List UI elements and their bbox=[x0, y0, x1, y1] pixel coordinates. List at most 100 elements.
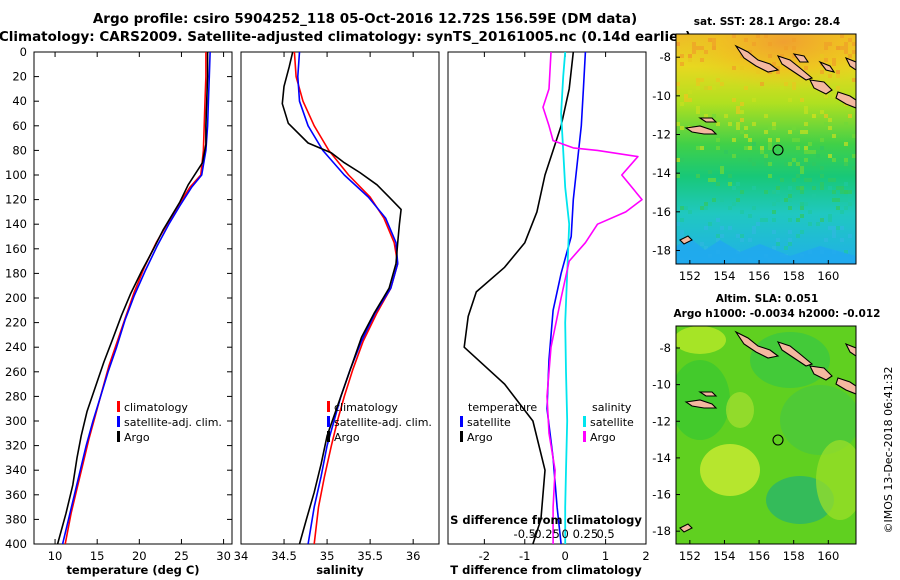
x-tick-label: 36 bbox=[406, 549, 421, 563]
legend-marker-argo bbox=[327, 431, 330, 442]
legend-marker-argo bbox=[117, 431, 120, 442]
depth-tick-label: 260 bbox=[5, 365, 27, 379]
lat-tick-label: -10 bbox=[652, 378, 671, 392]
sla-profile-location-marker bbox=[772, 434, 784, 446]
depth-tick-label: 200 bbox=[5, 291, 27, 305]
x-tick-label: -2 bbox=[479, 549, 490, 563]
legend-label-climatology: climatology bbox=[334, 401, 398, 414]
lat-tick-label: -8 bbox=[660, 341, 671, 355]
sla-map-islands bbox=[679, 330, 856, 533]
sst-map-panel: sat. SST: 28.1 Argo: 28.4 -8 -10 -12 -14 -16… bbox=[652, 16, 857, 283]
legend-marker-t-argo bbox=[460, 431, 463, 442]
lon-tick-label: 158 bbox=[783, 269, 805, 283]
sst-map-title: sat. SST: 28.1 Argo: 28.4 bbox=[694, 16, 840, 28]
temperature-panel: 0204060801001201401601802002202402602803… bbox=[5, 45, 646, 577]
x-tick-label: 15 bbox=[90, 549, 105, 563]
sla-map-panel: Altim. SLA: 0.051 Argo h1000: -0.0034 h2… bbox=[652, 293, 880, 563]
legend-marker-t-satellite bbox=[460, 416, 463, 427]
lon-tick-label: 152 bbox=[679, 269, 701, 283]
series-line-climatology bbox=[64, 52, 207, 544]
sst-map-image bbox=[676, 34, 856, 264]
legend-label-s-argo: Argo bbox=[590, 431, 616, 444]
sla-map-lat-axis: -8 -10 -12 -14 -16 -18 bbox=[652, 341, 680, 538]
legend-label-argo: Argo bbox=[334, 431, 360, 444]
x-tick-label: 35 bbox=[320, 549, 335, 563]
depth-tick-label: 400 bbox=[5, 537, 27, 551]
depth-tick-label: 320 bbox=[5, 439, 27, 453]
imos-credit: ©IMOS 13-Dec-2018 06:41:32 bbox=[882, 367, 895, 534]
legend-marker-s-satellite bbox=[583, 416, 586, 427]
s-diff-tick-label: 0.5 bbox=[596, 527, 614, 541]
depth-tick-label: 280 bbox=[5, 389, 27, 403]
lat-tick-label: -14 bbox=[652, 166, 671, 180]
lon-tick-label: 156 bbox=[748, 269, 770, 283]
x-tick-label: 30 bbox=[216, 549, 231, 563]
depth-tick-label: 360 bbox=[5, 488, 27, 502]
s-diff-tick-label: 0.25 bbox=[573, 527, 599, 541]
x-tick-label: 20 bbox=[132, 549, 147, 563]
legend-header-temperature: temperature bbox=[468, 401, 537, 414]
x-tick-label: 35.5 bbox=[357, 549, 383, 563]
temperature-series bbox=[56, 52, 211, 544]
lon-tick-label: 156 bbox=[748, 549, 770, 563]
legend-label-s-satellite: satellite bbox=[590, 416, 634, 429]
depth-tick-label: 220 bbox=[5, 316, 27, 330]
depth-tick-label: 180 bbox=[5, 266, 27, 280]
salinity-difference-ticks: -0.5-0.25 0 0.250.5 bbox=[514, 527, 615, 541]
lat-tick-label: -12 bbox=[652, 414, 671, 428]
difference-legend: temperature satellite Argo salinity sate… bbox=[460, 401, 634, 444]
temperature-xlabel: temperature (deg C) bbox=[66, 563, 199, 577]
x-tick-label: 10 bbox=[48, 549, 63, 563]
figure-title-line2: Climatology: CARS2009. Satellite-adjuste… bbox=[0, 29, 691, 45]
lat-tick-label: -8 bbox=[660, 50, 671, 64]
lat-tick-label: -16 bbox=[652, 488, 671, 502]
s-diff-tick-label: -0.5 bbox=[514, 527, 536, 541]
sla-map-frame bbox=[675, 325, 857, 545]
lat-tick-label: -12 bbox=[652, 128, 671, 142]
depth-tick-label: 40 bbox=[12, 94, 27, 108]
x-tick-label: 34.5 bbox=[271, 549, 297, 563]
sst-map-lat-axis: -8 -10 -12 -14 -16 -18 bbox=[652, 50, 680, 257]
salinity-legend: climatology satellite-adj. clim. Argo bbox=[327, 401, 432, 444]
legend-header-salinity: salinity bbox=[592, 401, 632, 414]
sst-map-lon-axis: 152 154 156 158 160 bbox=[679, 260, 839, 283]
sst-map-islands bbox=[679, 44, 856, 245]
depth-tick-label: 0 bbox=[20, 45, 27, 59]
series-line-s-argo bbox=[542, 52, 643, 544]
lon-tick-label: 160 bbox=[817, 549, 839, 563]
depth-tick-label: 380 bbox=[5, 512, 27, 526]
temperature-legend: climatology satellite-adj. clim. Argo bbox=[117, 401, 222, 444]
lon-tick-label: 152 bbox=[679, 549, 701, 563]
depth-tick-label: 340 bbox=[5, 463, 27, 477]
salinity-panel: 34 34.5 35 35.5 36 salinity climatology sate… bbox=[234, 51, 440, 577]
salinity-axes-frame bbox=[240, 51, 440, 545]
legend-label-climatology: climatology bbox=[124, 401, 188, 414]
depth-tick-label: 240 bbox=[5, 340, 27, 354]
legend-marker-satellite bbox=[117, 416, 120, 427]
lat-tick-label: -18 bbox=[652, 243, 671, 257]
depth-tick-label: 100 bbox=[5, 168, 27, 182]
depth-tick-label: 160 bbox=[5, 242, 27, 256]
lon-tick-label: 154 bbox=[713, 269, 735, 283]
legend-label-t-argo: Argo bbox=[467, 431, 493, 444]
salinity-xlabel: salinity bbox=[316, 563, 364, 577]
legend-marker-satellite bbox=[327, 416, 330, 427]
s-diff-tick-label: -0.25 bbox=[530, 527, 560, 541]
figure-title-line1: Argo profile: csiro 5904252_118 05-Oct-2… bbox=[93, 11, 637, 27]
salinity-x-axis: 34 34.5 35 35.5 36 bbox=[234, 52, 421, 563]
legend-marker-s-argo bbox=[583, 431, 586, 442]
s-diff-tick-label: 0 bbox=[562, 527, 569, 541]
sla-map-title-line1: Altim. SLA: 0.051 bbox=[716, 293, 819, 305]
lon-tick-label: 154 bbox=[713, 549, 735, 563]
series-line-argo bbox=[56, 52, 209, 544]
depth-tick-label: 60 bbox=[12, 119, 27, 133]
legend-marker-climatology bbox=[327, 401, 330, 412]
lat-tick-label: -18 bbox=[652, 524, 671, 538]
difference-panel: -2 -1 0 1 2 S difference from climatology -0… bbox=[447, 51, 650, 577]
temperature-x-axis: 10 15 20 25 30 bbox=[48, 52, 231, 563]
depth-tick-label: 80 bbox=[12, 143, 27, 157]
lat-tick-label: -14 bbox=[652, 451, 671, 465]
sla-map-lon-axis: 152 154 156 158 160 bbox=[679, 540, 839, 563]
difference-series bbox=[463, 52, 643, 544]
